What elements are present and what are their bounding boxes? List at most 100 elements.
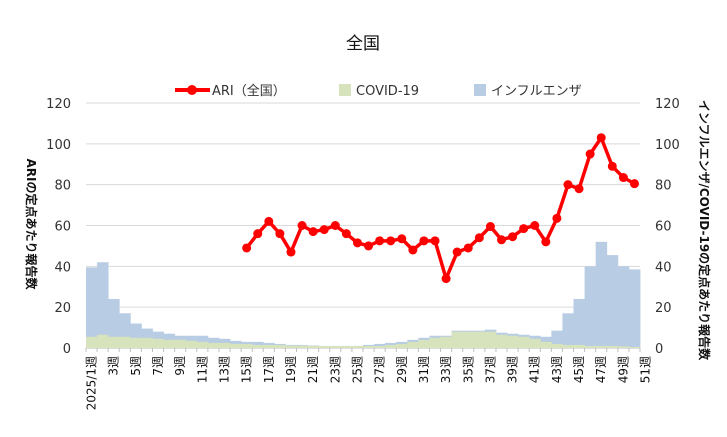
covid-bar-11 xyxy=(196,341,209,348)
influenza-area xyxy=(86,241,641,348)
x-tick-label: 39週 xyxy=(506,356,520,383)
ari-point-week-45 xyxy=(574,184,584,194)
covid-bar-42 xyxy=(540,341,552,348)
covid-bar-8 xyxy=(163,339,176,348)
influenza-bar-4 xyxy=(119,313,131,348)
covid-bar-22 xyxy=(318,345,331,348)
influenza-bar-12 xyxy=(207,337,220,348)
covid-bar-41 xyxy=(529,338,541,348)
covid-bar-17 xyxy=(263,344,275,348)
x-tick-label: 47週 xyxy=(594,356,608,383)
covid-bar-10 xyxy=(185,340,198,348)
covid-bar-49 xyxy=(617,346,630,348)
x-tick-label: 45週 xyxy=(572,356,586,383)
ari-point-week-25 xyxy=(352,238,362,248)
ari-point-week-50 xyxy=(629,179,639,189)
ari-point-week-31 xyxy=(419,236,429,246)
ari-point-week-42 xyxy=(541,237,551,247)
x-tick-label: 37週 xyxy=(483,356,497,383)
covid-bar-4 xyxy=(119,336,131,348)
x-tick-label: 13週 xyxy=(218,356,232,383)
legend: ARI（全国） COVID-19 インフルエンザ xyxy=(175,83,582,99)
x-tick-label: 5週 xyxy=(129,356,143,376)
influenza-bar-45 xyxy=(573,299,585,348)
ari-point-week-32 xyxy=(430,236,440,246)
ari-point-week-29 xyxy=(397,234,407,244)
covid-bar-26 xyxy=(363,345,375,348)
left-axis-title: ARIの定点あたり報告数 xyxy=(24,159,39,291)
legend-influenza-label: インフルエンザ xyxy=(491,84,582,99)
x-tick-label: 3週 xyxy=(107,356,121,376)
covid-bar-2 xyxy=(97,334,109,348)
x-tick-label: 29週 xyxy=(395,356,409,383)
covid-bar-1 xyxy=(86,336,98,348)
legend-ari-swatch-marker xyxy=(187,85,197,95)
x-tick-label: 2025/1週 xyxy=(85,356,99,410)
x-tick-label: 51週 xyxy=(639,356,653,383)
ari-point-week-34 xyxy=(452,247,462,257)
legend-covid-label: COVID-19 xyxy=(356,84,419,99)
area-series xyxy=(86,241,641,348)
ari-point-week-30 xyxy=(408,245,418,255)
legend-influenza-swatch xyxy=(474,84,486,96)
ari-point-week-38 xyxy=(497,235,506,245)
influenza-bar-5 xyxy=(130,323,142,348)
covid-bar-6 xyxy=(141,337,153,348)
ari-point-week-15 xyxy=(242,243,252,253)
x-tick-label: 15週 xyxy=(240,356,254,383)
covid-bar-37 xyxy=(484,331,497,348)
covid-bar-39 xyxy=(507,335,519,348)
covid-bar-14 xyxy=(230,343,242,348)
covid-bar-15 xyxy=(241,343,253,348)
covid-bar-30 xyxy=(407,341,419,348)
covid-bar-31 xyxy=(418,339,430,348)
ari-point-week-24 xyxy=(341,229,351,239)
ari-point-week-26 xyxy=(364,241,374,251)
x-tick-label: 17週 xyxy=(262,356,276,383)
left-tick-label: 80 xyxy=(54,179,71,194)
ari-point-week-18 xyxy=(275,229,285,239)
covid-bar-21 xyxy=(307,345,320,348)
covid-bar-48 xyxy=(606,345,619,348)
covid-bar-36 xyxy=(473,331,486,348)
ari-point-week-22 xyxy=(319,225,329,235)
influenza-bar-48 xyxy=(606,255,619,348)
x-tick-label: 31週 xyxy=(417,356,431,383)
covid-bar-46 xyxy=(584,345,597,348)
ari-point-week-19 xyxy=(286,247,296,257)
ari-point-week-37 xyxy=(485,222,495,232)
ari-point-week-46 xyxy=(585,149,595,159)
ari-point-week-33 xyxy=(441,274,451,284)
covid-bar-13 xyxy=(218,342,231,348)
left-tick-label: 0 xyxy=(63,342,71,357)
covid-bar-47 xyxy=(595,345,608,348)
influenza-bar-2 xyxy=(97,262,109,348)
ari-point-week-47 xyxy=(596,133,606,143)
chart-title: 全国 xyxy=(346,34,380,54)
x-tick-label: 25週 xyxy=(350,356,364,383)
legend-covid-swatch xyxy=(339,84,351,96)
ari-point-week-16 xyxy=(253,229,263,239)
ari-point-week-28 xyxy=(386,236,396,246)
legend-ari-label: ARI（全国） xyxy=(212,83,286,99)
influenza-bar-46 xyxy=(584,266,597,348)
covid-bar-23 xyxy=(329,345,342,348)
influenza-bar-43 xyxy=(551,330,563,348)
ari-point-week-41 xyxy=(530,221,540,230)
ari-point-week-43 xyxy=(552,213,562,223)
covid-bar-50 xyxy=(628,346,641,348)
covid-bar-24 xyxy=(340,345,353,348)
x-tick-label: 41週 xyxy=(528,356,542,383)
covid-bar-3 xyxy=(108,336,120,348)
covid-bar-7 xyxy=(152,338,164,348)
right-tick-label: 100 xyxy=(655,138,680,153)
left-tick-label: 100 xyxy=(46,138,71,153)
covid-bar-5 xyxy=(130,337,142,348)
ari-point-week-35 xyxy=(463,243,473,253)
x-tick-label: 35週 xyxy=(461,356,475,383)
x-tick-label: 11週 xyxy=(195,356,209,383)
right-tick-label: 0 xyxy=(655,342,663,357)
left-tick-label: 20 xyxy=(54,301,71,316)
left-tick-label: 40 xyxy=(54,260,71,275)
